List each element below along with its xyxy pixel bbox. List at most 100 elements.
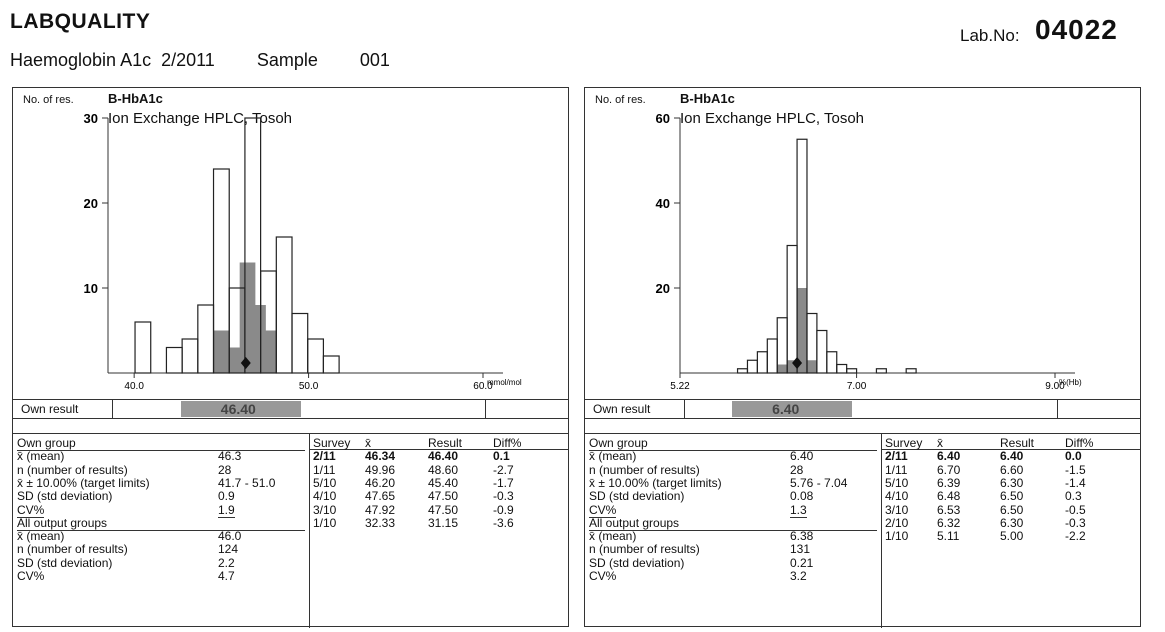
all-groups-bar xyxy=(307,338,325,374)
survey-cell: 1/10 xyxy=(313,515,337,530)
all-groups-bar xyxy=(826,351,838,374)
survey-cell: 4/10 xyxy=(885,489,909,504)
own-result-end xyxy=(1057,400,1058,418)
own-result-marker xyxy=(240,357,251,369)
survey-cell: 1/11 xyxy=(885,462,908,477)
own-group-stat-value: 5.76 - 7.04 xyxy=(790,475,848,490)
survey-cell: 46.40 xyxy=(428,449,459,464)
own-group-stat-label: x̄ (mean) xyxy=(589,449,637,464)
survey-header-2: Result xyxy=(1000,436,1035,450)
all-groups-bar xyxy=(165,346,183,374)
all-groups-bar xyxy=(816,329,828,374)
all-groups-bar xyxy=(322,355,340,374)
survey-header-3: Diff% xyxy=(493,436,522,450)
x-tick-label: 5.22 xyxy=(670,381,690,392)
survey-cell: 47.50 xyxy=(428,502,459,517)
own-group-stat-value: 28 xyxy=(790,462,804,477)
own-result-strip: Own result 6.40 xyxy=(585,399,1140,419)
x-unit-label: mmol/mol xyxy=(487,378,522,387)
y-tick-label: 30 xyxy=(84,111,98,126)
y-tick-label: 20 xyxy=(84,196,98,211)
analyte-name: Haemoglobin A1c xyxy=(10,50,152,70)
survey-cell: 47.50 xyxy=(428,489,459,504)
own-group-stat-label: x̄ ± 10.00% (target limits) xyxy=(589,475,722,490)
own-group-title: Own group xyxy=(589,436,877,451)
survey-cell: 48.60 xyxy=(428,462,459,477)
all-groups-stat-value: 4.7 xyxy=(218,569,235,583)
own-result-label: Own result xyxy=(585,400,685,418)
survey-cell: 1/10 xyxy=(885,529,909,544)
test-name: B-HbA1c xyxy=(108,91,163,106)
survey-cell: -1.7 xyxy=(493,475,514,490)
x-tick-label: 50.0 xyxy=(299,381,319,392)
survey-cell: 5.00 xyxy=(1000,529,1024,544)
lab-number: 04022 xyxy=(1035,14,1118,45)
own-group-stat-label: CV% xyxy=(589,502,617,518)
own-group-stat-value: 1.3 xyxy=(790,502,807,518)
survey-cell: 5.11 xyxy=(937,529,960,544)
survey-cell: 49.96 xyxy=(365,462,396,477)
survey-cell: 6.50 xyxy=(1000,489,1024,504)
statistics-table: Own group x̄ (mean) 46.3 n (number of resul… xyxy=(13,433,568,628)
survey-cell: -3.6 xyxy=(493,515,514,530)
all-groups-bar xyxy=(197,304,215,374)
survey-cell: 6.70 xyxy=(937,462,961,477)
own-result-value: 6.40 xyxy=(772,401,800,417)
all-groups-bar xyxy=(846,368,858,374)
all-groups-stat-label: SD (std deviation) xyxy=(589,555,685,570)
y-tick-label: 40 xyxy=(656,196,670,211)
statistics-table: Own group x̄ (mean) 6.40 n (number of resul… xyxy=(585,433,1140,628)
own-result-bar xyxy=(732,401,853,417)
survey-header-1: x̄ xyxy=(365,436,371,450)
survey-cell: 3/10 xyxy=(313,502,337,517)
all-groups-bar xyxy=(746,359,758,374)
own-group-bar xyxy=(797,288,807,373)
all-groups-stat-value: 46.0 xyxy=(218,529,242,544)
own-group-bar xyxy=(213,330,230,373)
survey-cell: 5/10 xyxy=(885,475,909,490)
all-groups-stat-value: 0.21 xyxy=(790,555,814,570)
sample-label: Sample xyxy=(256,50,318,70)
own-group-stat-value: 0.9 xyxy=(218,489,235,504)
own-result-value: 46.40 xyxy=(220,401,256,417)
survey-cell: 6.30 xyxy=(1000,515,1024,530)
survey-cell: -0.3 xyxy=(1065,515,1086,530)
y-tick-label: 60 xyxy=(656,111,670,126)
own-group-stat-label: x̄ ± 10.00% (target limits) xyxy=(17,475,150,490)
sample-number: 001 xyxy=(359,50,390,70)
survey-header-underline xyxy=(309,449,568,451)
survey-cell: 0.0 xyxy=(1065,449,1082,464)
all-groups-stat-label: n (number of results) xyxy=(17,542,128,557)
all-groups-stat-label: x̄ (mean) xyxy=(589,529,637,544)
own-result-strip: Own result 46.40 xyxy=(13,399,568,419)
x-tick-label: 60.0 xyxy=(473,381,493,392)
all-groups-bar xyxy=(134,321,152,374)
all-groups-bar xyxy=(786,244,798,374)
survey-header-1: x̄ xyxy=(937,436,943,450)
survey-cell: 6.53 xyxy=(937,502,961,517)
all-groups-title: All output groups xyxy=(17,516,305,531)
y-tick-label: 10 xyxy=(84,281,98,296)
test-name: B-HbA1c xyxy=(680,91,735,106)
own-group-stat-value: 46.3 xyxy=(218,449,242,464)
own-group-stat-value: 41.7 - 51.0 xyxy=(218,475,276,490)
y-tick-label: 20 xyxy=(656,281,670,296)
survey-header-3: Diff% xyxy=(1065,436,1094,450)
own-group-stat-value: 0.08 xyxy=(790,489,814,504)
all-groups-stat-label: n (number of results) xyxy=(589,542,700,557)
method-name: Ion Exchange HPLC, Tosoh xyxy=(108,110,293,127)
survey-cell: 47.92 xyxy=(365,502,396,517)
survey-cell: 31.15 xyxy=(428,515,459,530)
survey-cell: 6.48 xyxy=(937,489,961,504)
survey-cell: 6.39 xyxy=(937,475,961,490)
x-tick-label: 40.0 xyxy=(124,381,144,392)
own-group-stat-value: 1.9 xyxy=(218,502,235,518)
survey-cell: 2/11 xyxy=(313,449,336,464)
all-groups-stat-value: 3.2 xyxy=(790,569,807,583)
survey-cell: 6.60 xyxy=(1000,462,1024,477)
x-tick-label: 9.00 xyxy=(1045,381,1065,392)
lab-number-label: Lab.No: xyxy=(960,26,1020,45)
method-name: Ion Exchange HPLC, Tosoh xyxy=(680,110,865,127)
own-group-stat-label: CV% xyxy=(17,502,45,518)
